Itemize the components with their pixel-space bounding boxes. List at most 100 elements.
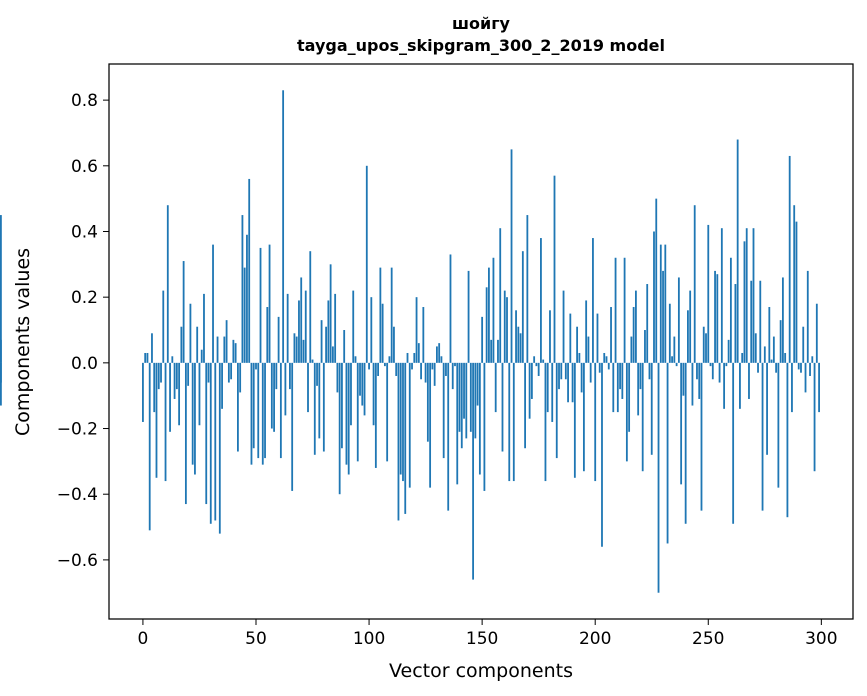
bar xyxy=(804,362,807,393)
bar xyxy=(770,359,773,363)
bar xyxy=(524,362,526,449)
x-tick-label: 0 xyxy=(138,629,149,649)
bar xyxy=(537,362,540,376)
bar xyxy=(775,362,778,373)
bar xyxy=(481,316,484,363)
bar xyxy=(255,362,257,370)
bar xyxy=(377,362,380,376)
bar xyxy=(508,362,511,482)
bar xyxy=(800,362,802,373)
bar xyxy=(445,362,447,376)
bar xyxy=(745,228,748,363)
bar xyxy=(736,139,739,363)
bar xyxy=(693,205,696,363)
y-tick-label: 0.4 xyxy=(71,222,98,242)
x-axis-label: Vector components xyxy=(389,660,573,682)
bar xyxy=(666,362,669,544)
bar xyxy=(748,362,750,399)
bar xyxy=(449,254,452,363)
bar xyxy=(614,257,617,363)
bar xyxy=(761,362,764,511)
bar xyxy=(214,362,217,521)
bar xyxy=(603,352,606,363)
bars-group xyxy=(0,90,820,593)
bar xyxy=(451,362,454,390)
bar xyxy=(576,326,579,363)
bar xyxy=(424,362,427,383)
bar xyxy=(359,362,361,396)
bar xyxy=(797,362,800,370)
bar xyxy=(282,90,285,363)
bar xyxy=(680,362,683,485)
bar xyxy=(702,326,705,363)
bar xyxy=(564,362,567,380)
bar xyxy=(632,307,635,363)
bar xyxy=(331,346,334,363)
bar xyxy=(607,362,610,370)
bar xyxy=(689,290,692,363)
bar xyxy=(571,362,574,403)
bar xyxy=(763,346,766,363)
bar xyxy=(223,336,226,363)
bar xyxy=(598,362,601,373)
bar xyxy=(494,362,497,413)
bar xyxy=(750,280,753,363)
bar xyxy=(393,326,395,363)
bar xyxy=(813,362,816,472)
bar xyxy=(361,362,364,406)
bar xyxy=(727,339,730,363)
bar xyxy=(356,362,359,462)
bar xyxy=(696,362,698,380)
bar xyxy=(395,362,398,376)
bar xyxy=(252,362,255,449)
bar xyxy=(781,277,784,363)
bar xyxy=(241,215,244,363)
bar xyxy=(182,261,185,363)
bar xyxy=(153,362,156,413)
bar xyxy=(200,349,203,363)
bar xyxy=(248,178,251,363)
bar xyxy=(225,320,228,363)
bar xyxy=(585,300,588,363)
bar xyxy=(227,362,230,383)
bar xyxy=(273,362,275,432)
bar xyxy=(465,362,468,439)
bar xyxy=(379,267,382,363)
y-tick-label: 0.6 xyxy=(71,157,98,177)
bar xyxy=(587,336,590,363)
bar xyxy=(469,362,472,432)
bar xyxy=(365,165,368,363)
bar xyxy=(250,362,253,465)
bar xyxy=(277,316,280,363)
bar xyxy=(316,362,318,386)
bar xyxy=(582,362,585,472)
x-tick-label: 300 xyxy=(805,629,837,649)
bar xyxy=(191,362,194,465)
bar xyxy=(402,362,404,482)
bar xyxy=(171,356,174,363)
bar xyxy=(743,241,746,363)
bar xyxy=(234,343,237,363)
bar xyxy=(476,362,479,406)
bar xyxy=(478,362,481,475)
bar xyxy=(560,362,563,380)
bar xyxy=(336,362,339,393)
bar xyxy=(589,362,592,383)
bar xyxy=(184,362,187,505)
bar xyxy=(687,310,689,363)
bar xyxy=(463,362,465,419)
bar xyxy=(368,362,370,370)
bar xyxy=(144,352,147,363)
x-tick-label: 50 xyxy=(245,629,267,649)
bar xyxy=(811,356,814,363)
bar xyxy=(521,251,524,363)
bar xyxy=(230,362,233,380)
bar xyxy=(555,362,558,459)
bar xyxy=(460,362,463,449)
bar xyxy=(485,287,488,363)
bar xyxy=(408,362,411,488)
bar xyxy=(729,257,732,363)
bar xyxy=(714,270,716,363)
bar xyxy=(646,284,649,363)
